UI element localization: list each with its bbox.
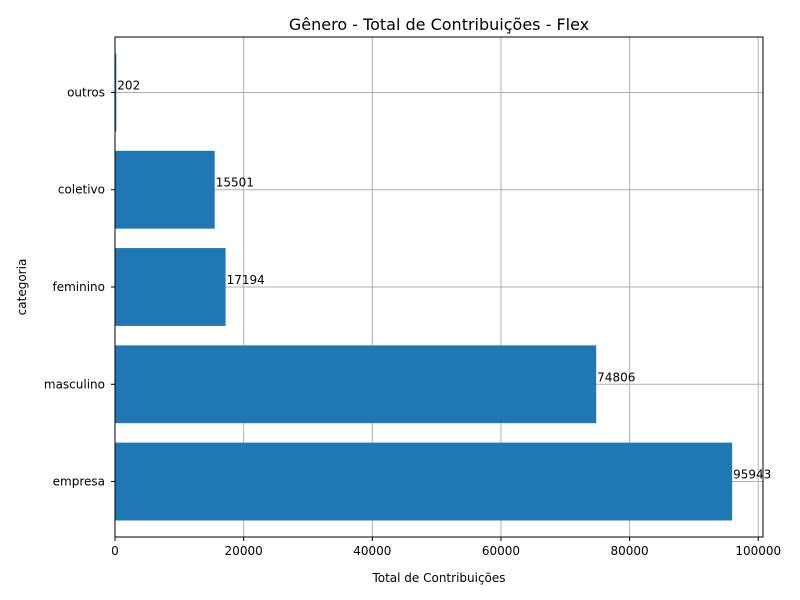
bar-masculino bbox=[115, 345, 597, 424]
bar-outros bbox=[115, 53, 117, 132]
y-tick-label: feminino bbox=[52, 280, 105, 294]
chart-title: Gênero - Total de Contribuições - Flex bbox=[289, 15, 589, 34]
bar-empresa bbox=[115, 442, 733, 521]
data-label: 17194 bbox=[227, 273, 265, 287]
data-label: 95943 bbox=[733, 468, 771, 482]
y-tick-label: empresa bbox=[53, 475, 105, 489]
y-tick-label: coletivo bbox=[58, 183, 105, 197]
data-label: 202 bbox=[117, 78, 140, 92]
x-tick-label: 80000 bbox=[610, 544, 648, 558]
x-tick-label: 0 bbox=[111, 544, 119, 558]
bar-feminino bbox=[115, 248, 226, 326]
bar-coletivo bbox=[115, 150, 215, 229]
y-tick-label: outros bbox=[67, 85, 105, 99]
x-tick-label: 40000 bbox=[353, 544, 391, 558]
data-labels: 95943 74806 17194 15501 202 bbox=[117, 78, 771, 481]
x-tick-label: 100000 bbox=[735, 544, 781, 558]
y-tick-label: masculino bbox=[44, 377, 105, 391]
x-axis-label: Total de Contribuições bbox=[371, 571, 505, 585]
bars bbox=[115, 53, 733, 521]
x-tick-label: 60000 bbox=[482, 544, 520, 558]
y-axis-ticks: empresa masculino feminino coletivo outros bbox=[44, 85, 115, 489]
x-axis-ticks: 0 20000 40000 60000 80000 100000 bbox=[111, 537, 781, 558]
data-label: 15501 bbox=[216, 176, 254, 190]
y-axis-label: categoria bbox=[15, 259, 29, 316]
x-tick-label: 20000 bbox=[225, 544, 263, 558]
data-label: 74806 bbox=[597, 370, 635, 384]
